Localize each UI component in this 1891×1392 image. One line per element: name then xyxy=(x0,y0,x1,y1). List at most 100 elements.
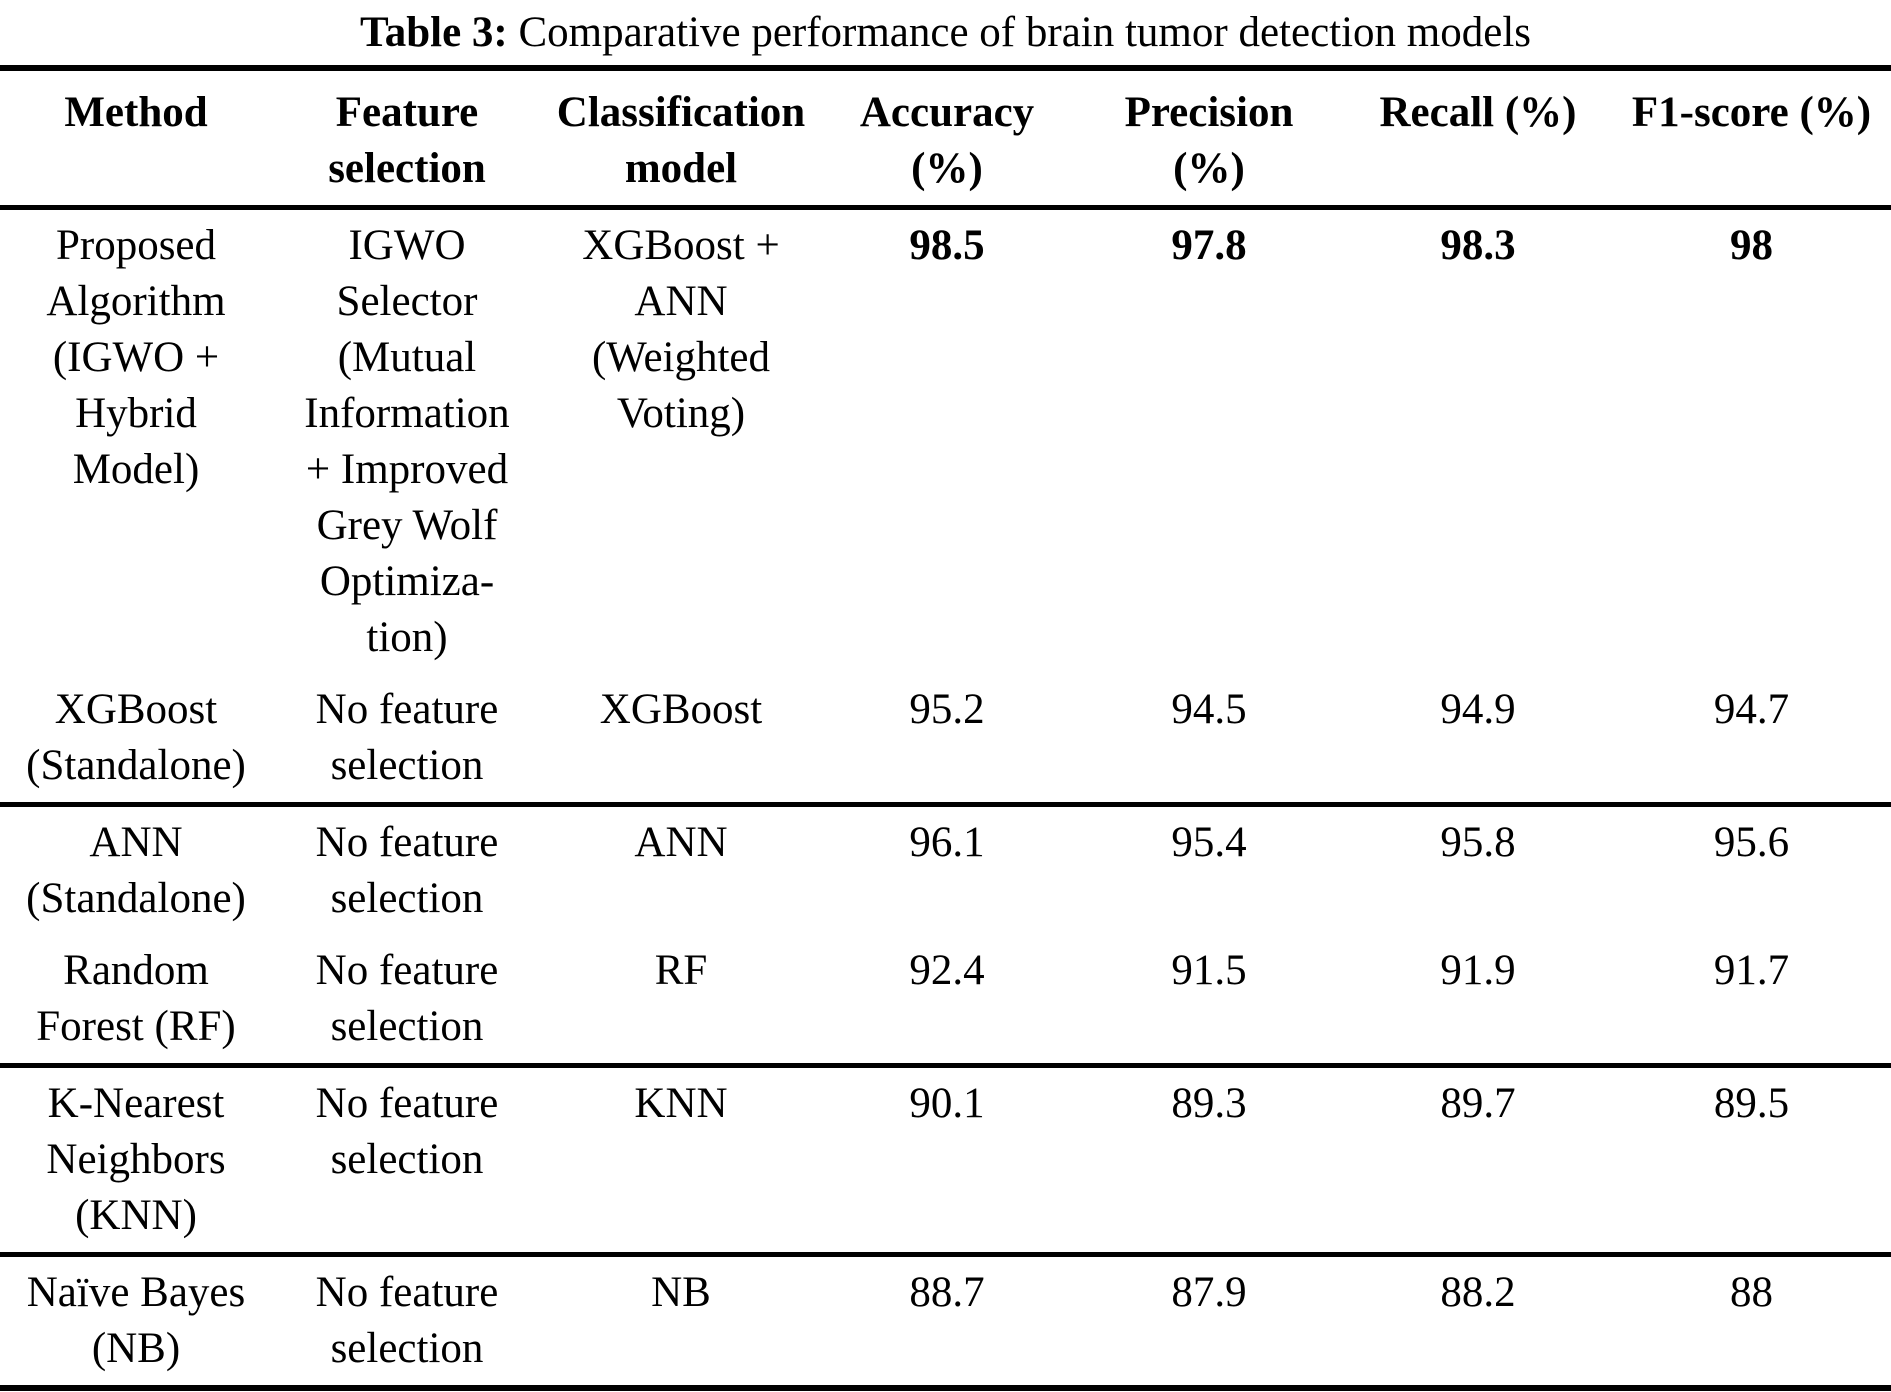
table-row: K-Nearest Neighbors (KNN) No feature selecti… xyxy=(0,1066,1891,1255)
cell-precision: 97.8 xyxy=(1074,208,1344,675)
cell-precision: 89.3 xyxy=(1074,1066,1344,1255)
table-header-row: Method Feature selection Classification mode… xyxy=(0,68,1891,208)
cell-line: 88.2 xyxy=(1440,1269,1516,1316)
cell-line: 94.9 xyxy=(1440,686,1516,733)
cell-line: Optimiza- xyxy=(319,558,495,605)
cell-classification-model: XGBoost xyxy=(542,674,820,805)
cell-method: Random Forest (RF) xyxy=(0,935,272,1066)
cell-classification-model: RF xyxy=(542,935,820,1066)
cell-line: XGBoost xyxy=(599,686,763,733)
cell-line: No feature xyxy=(315,1080,499,1127)
cell-line: Information xyxy=(304,390,510,437)
header-cell-classification-model: Classification model xyxy=(542,68,820,208)
table-row: Naïve Bayes (NB) No feature selection NB 88.7… xyxy=(0,1255,1891,1389)
cell-line: KNN xyxy=(634,1080,728,1127)
cell-f1-score: 95.6 xyxy=(1612,805,1891,936)
cell-line: 94.5 xyxy=(1171,686,1247,733)
cell-line: IGWO xyxy=(348,222,466,269)
cell-precision: 87.9 xyxy=(1074,1255,1344,1389)
cell-method: ANN (Standalone) xyxy=(0,805,272,936)
cell-feature-selection: IGWO Selector (Mutual Information + Improved… xyxy=(272,208,542,675)
cell-precision: 91.5 xyxy=(1074,935,1344,1066)
cell-classification-model: NB xyxy=(542,1255,820,1389)
cell-line: XGBoost xyxy=(54,686,218,733)
cell-line: K-Nearest xyxy=(47,1080,225,1127)
header-cell-precision: Precision (%) xyxy=(1074,68,1344,208)
table-header: Method Feature selection Classification mode… xyxy=(0,68,1891,208)
cell-recall: 88.2 xyxy=(1344,1255,1612,1389)
cell-line: 90.1 xyxy=(909,1080,985,1127)
cell-line: 88 xyxy=(1730,1269,1773,1316)
cell-recall: 91.9 xyxy=(1344,935,1612,1066)
cell-line: (%) xyxy=(1173,145,1245,192)
cell-line: F1-score (%) xyxy=(1631,89,1872,136)
cell-line: 91.7 xyxy=(1713,947,1790,994)
cell-line: (Standalone) xyxy=(26,875,246,922)
cell-line: (KNN) xyxy=(75,1192,197,1239)
cell-line: Accuracy xyxy=(859,89,1035,136)
cell-line: Random xyxy=(63,947,209,994)
cell-line: selection xyxy=(330,1136,484,1183)
cell-accuracy: 88.7 xyxy=(820,1255,1074,1389)
table-row: Random Forest (RF) No feature selection RF 92… xyxy=(0,935,1891,1066)
header-cell-feature-selection: Feature selection xyxy=(272,68,542,208)
cell-line: Naïve Bayes xyxy=(26,1269,246,1316)
cell-line: (Weighted xyxy=(591,334,771,381)
cell-line: Model) xyxy=(72,446,200,493)
cell-f1-score: 88 xyxy=(1612,1255,1891,1389)
cell-precision: 94.5 xyxy=(1074,674,1344,805)
cell-line: selection xyxy=(330,875,484,922)
cell-line: 89.5 xyxy=(1713,1080,1790,1127)
cell-line: 97.8 xyxy=(1171,222,1247,269)
cell-line: tion) xyxy=(366,614,448,661)
cell-line: (Mutual xyxy=(337,334,477,381)
table-row: XGBoost (Standalone) No feature selection XG… xyxy=(0,674,1891,805)
cell-line: Neighbors xyxy=(46,1136,226,1183)
cell-line: 91.9 xyxy=(1440,947,1516,994)
cell-line: No feature xyxy=(315,819,499,866)
cell-line: (NB) xyxy=(91,1325,181,1372)
cell-method: Naïve Bayes (NB) xyxy=(0,1255,272,1389)
cell-line: 96.1 xyxy=(909,819,985,866)
cell-accuracy: 96.1 xyxy=(820,805,1074,936)
cell-line: 95.8 xyxy=(1440,819,1516,866)
cell-line: 94.7 xyxy=(1713,686,1790,733)
cell-method: Proposed Algorithm (IGWO + Hybrid Model) xyxy=(0,208,272,675)
cell-line: 95.2 xyxy=(909,686,985,733)
cell-line: XGBoost + xyxy=(582,222,780,269)
cell-line: 89.7 xyxy=(1440,1080,1516,1127)
cell-f1-score: 98 xyxy=(1612,208,1891,675)
cell-line: 98.5 xyxy=(909,222,985,269)
cell-line: Method xyxy=(64,89,208,136)
cell-line: 92.4 xyxy=(909,947,985,994)
cell-line: Voting) xyxy=(616,390,746,437)
cell-feature-selection: No feature selection xyxy=(272,805,542,936)
cell-line: 98 xyxy=(1730,222,1773,269)
cell-line: (%) xyxy=(911,145,983,192)
cell-method: K-Nearest Neighbors (KNN) xyxy=(0,1066,272,1255)
cell-accuracy: 98.5 xyxy=(820,208,1074,675)
cell-line: 88.7 xyxy=(909,1269,985,1316)
cell-line: Selector xyxy=(336,278,478,325)
cell-line: Algorithm xyxy=(46,278,226,325)
cell-line: (Standalone) xyxy=(26,742,246,789)
cell-line: Feature xyxy=(335,89,479,136)
cell-method: XGBoost (Standalone) xyxy=(0,674,272,805)
header-cell-accuracy: Accuracy (%) xyxy=(820,68,1074,208)
header-cell-f1-score: F1-score (%) xyxy=(1612,68,1891,208)
header-cell-recall: Recall (%) xyxy=(1344,68,1612,208)
cell-accuracy: 92.4 xyxy=(820,935,1074,1066)
cell-line: selection xyxy=(328,145,486,192)
cell-line: (IGWO + xyxy=(52,334,220,381)
cell-accuracy: 95.2 xyxy=(820,674,1074,805)
cell-line: ANN xyxy=(89,819,183,866)
cell-line: ANN xyxy=(634,819,728,866)
cell-f1-score: 91.7 xyxy=(1612,935,1891,1066)
cell-line: NB xyxy=(651,1269,711,1316)
cell-feature-selection: No feature selection xyxy=(272,1255,542,1389)
cell-line: 89.3 xyxy=(1171,1080,1247,1127)
cell-line: 95.4 xyxy=(1171,819,1247,866)
cell-line: selection xyxy=(330,1003,484,1050)
cell-line: Hybrid xyxy=(75,390,197,437)
